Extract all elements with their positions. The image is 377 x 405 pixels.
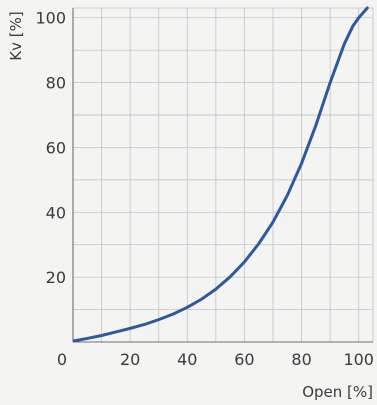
- x-tick-label: 80: [291, 350, 311, 369]
- y-tick-label: 100: [35, 9, 66, 28]
- y-tick-label: 40: [46, 203, 66, 222]
- x-tick-label: 40: [177, 350, 197, 369]
- axes: [72, 8, 373, 343]
- x-axis-label: Open [%]: [302, 383, 373, 401]
- y-axis-label: Kv [%]: [7, 11, 25, 60]
- series-line: [73, 6, 369, 343]
- series-layer: [73, 6, 369, 343]
- grid: [73, 7, 374, 342]
- x-tick-label: 100: [343, 350, 374, 369]
- x-tick-label: 0: [57, 350, 67, 369]
- y-tick-label: 60: [46, 138, 66, 157]
- y-tick-label: 20: [46, 268, 66, 287]
- y-tick-label: 80: [46, 74, 66, 93]
- x-tick-label: 60: [234, 350, 254, 369]
- x-tick-label: 20: [120, 350, 140, 369]
- tick-labels: 0 20 40 60 80 100 20 40 60 80 100: [35, 9, 374, 369]
